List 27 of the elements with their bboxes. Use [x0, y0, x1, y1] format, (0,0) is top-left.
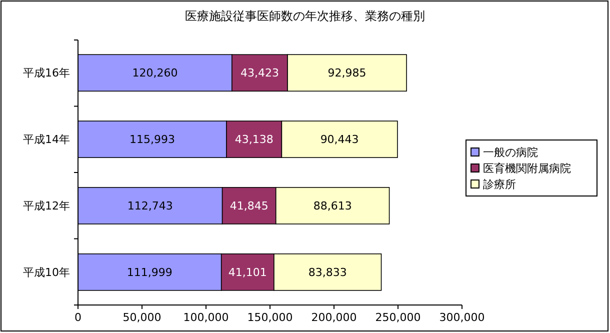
x-tick-label: 200,000: [311, 311, 357, 324]
data-label: 112,743: [127, 200, 173, 213]
x-tick-label: 0: [74, 311, 82, 324]
data-label: 120,260: [132, 66, 178, 80]
y-tick-label: 平成16年: [23, 66, 70, 80]
data-label: 41,845: [230, 200, 268, 213]
data-label: 43,138: [234, 133, 274, 146]
legend-label: 医育機関附属病院: [483, 162, 571, 175]
chart-title: 医療施設従事医師数の年次推移、業務の種別: [185, 9, 425, 23]
data-label: 111,999: [126, 266, 172, 279]
y-tick-label: 平成12年: [23, 200, 70, 213]
y-tick-label: 平成14年: [23, 133, 70, 146]
data-label: 41,101: [228, 266, 267, 279]
data-label: 92,985: [328, 66, 366, 80]
data-label: 43,423: [240, 66, 279, 80]
x-tick-label: 50,000: [122, 311, 162, 324]
x-tick-label: 150,000: [247, 311, 293, 324]
legend-label: 診療所: [483, 178, 516, 191]
x-tick-label: 100,000: [183, 311, 229, 324]
data-label: 88,613: [313, 200, 352, 213]
legend-label: 一般の病院: [483, 146, 538, 159]
y-tick-label: 平成10年: [23, 266, 70, 279]
x-tick-label: 300,000: [439, 311, 485, 324]
data-label: 90,443: [320, 133, 359, 146]
x-tick-label: 250,000: [375, 311, 421, 324]
data-label: 115,993: [129, 133, 175, 146]
data-label: 83,833: [308, 266, 347, 279]
